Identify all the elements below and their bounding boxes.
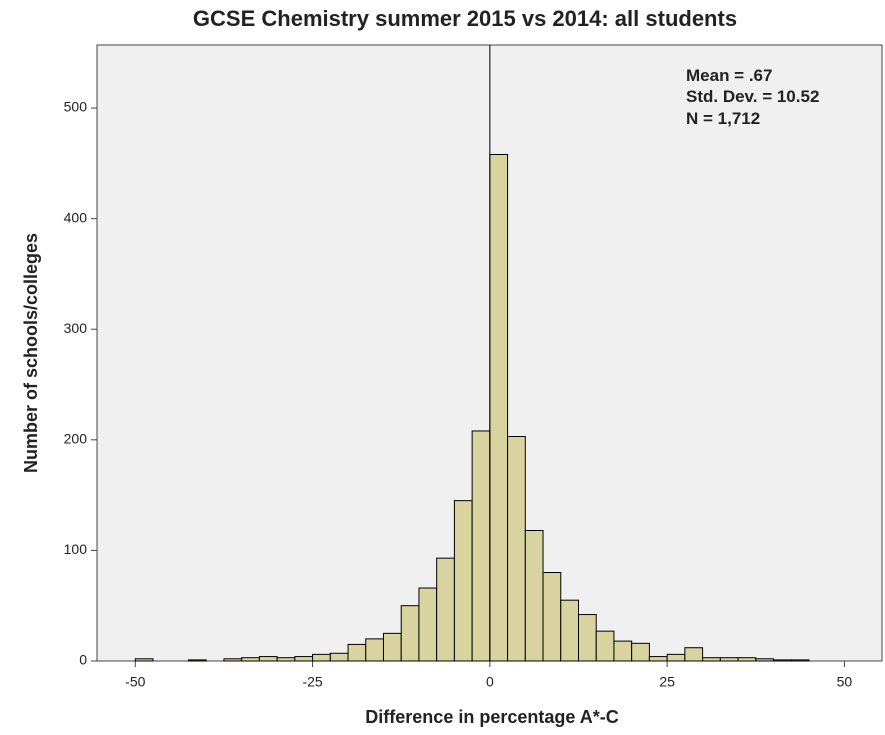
bar bbox=[755, 658, 775, 662]
bar bbox=[365, 638, 384, 662]
bar bbox=[524, 530, 544, 662]
bar bbox=[276, 657, 296, 662]
x-tick-label: 0 bbox=[486, 674, 494, 690]
bar bbox=[666, 653, 686, 662]
bar bbox=[471, 430, 491, 662]
bar bbox=[719, 657, 739, 662]
annotation: Mean = .67 bbox=[686, 66, 772, 85]
bar bbox=[684, 647, 704, 662]
x-tick-label: 25 bbox=[659, 674, 675, 690]
bar bbox=[790, 659, 810, 662]
y-tick-label: 500 bbox=[64, 99, 88, 115]
bar bbox=[773, 659, 792, 662]
chart-title: GCSE Chemistry summer 2015 vs 2014: all … bbox=[193, 6, 737, 31]
bar bbox=[489, 153, 509, 662]
y-axis-label: Number of schools/colleges bbox=[21, 233, 41, 473]
bar bbox=[702, 657, 721, 662]
y-tick-label: 300 bbox=[64, 320, 88, 336]
annotation: Std. Dev. = 10.52 bbox=[686, 87, 819, 106]
y-tick-label: 0 bbox=[79, 652, 87, 668]
bar bbox=[223, 658, 243, 662]
bar bbox=[400, 605, 420, 662]
bar bbox=[453, 500, 473, 662]
bar bbox=[436, 557, 455, 662]
bar bbox=[134, 658, 154, 662]
bar bbox=[542, 572, 562, 662]
x-tick-label: -50 bbox=[125, 674, 145, 690]
bar bbox=[631, 642, 650, 662]
bar bbox=[312, 653, 331, 662]
bar bbox=[560, 599, 579, 662]
bar bbox=[595, 630, 615, 662]
bar bbox=[347, 643, 367, 662]
x-tick-label: 50 bbox=[837, 674, 853, 690]
bar bbox=[187, 659, 207, 662]
x-axis-label: Difference in percentage A*-C bbox=[365, 707, 618, 727]
y-tick-label: 400 bbox=[64, 209, 88, 225]
bar bbox=[418, 587, 438, 662]
bar bbox=[507, 435, 526, 662]
bar bbox=[329, 652, 349, 662]
y-tick-label: 100 bbox=[64, 541, 88, 557]
bar bbox=[613, 640, 633, 662]
bar bbox=[382, 632, 402, 662]
bar bbox=[241, 657, 260, 662]
y-tick-label: 200 bbox=[64, 431, 88, 447]
bar bbox=[737, 657, 757, 662]
bar bbox=[648, 656, 668, 662]
bar bbox=[258, 656, 278, 662]
bar bbox=[577, 614, 597, 662]
annotation: N = 1,712 bbox=[686, 109, 760, 128]
x-tick-label: -25 bbox=[302, 674, 322, 690]
bar bbox=[294, 656, 314, 662]
